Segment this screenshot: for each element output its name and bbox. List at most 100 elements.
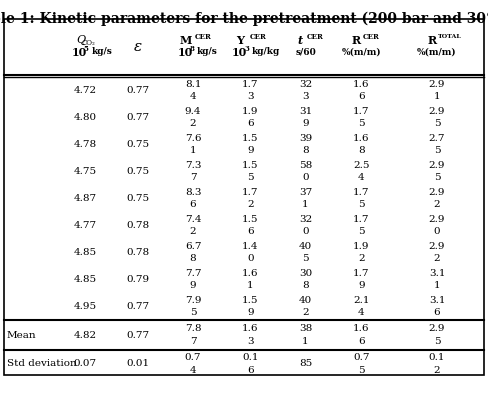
Text: 0: 0 (302, 173, 309, 182)
Text: 3.1: 3.1 (429, 269, 445, 278)
Text: 8.1: 8.1 (185, 80, 201, 89)
Text: 7.4: 7.4 (185, 215, 201, 224)
Text: 1: 1 (302, 337, 309, 346)
Text: M: M (180, 35, 192, 46)
Text: 5: 5 (190, 308, 196, 317)
Text: 3: 3 (247, 92, 254, 101)
Text: 1.7: 1.7 (353, 215, 370, 224)
Text: 2.9: 2.9 (429, 324, 445, 333)
Text: kg/kg: kg/kg (251, 48, 280, 57)
Text: 1.7: 1.7 (353, 188, 370, 197)
Text: 6: 6 (434, 308, 440, 317)
Text: 10: 10 (177, 46, 193, 57)
Text: 1.7: 1.7 (353, 269, 370, 278)
Text: 9: 9 (247, 308, 254, 317)
Text: 2: 2 (247, 200, 254, 209)
Text: %(m/m): %(m/m) (342, 48, 381, 57)
Text: 8.3: 8.3 (185, 188, 201, 197)
Text: 1.5: 1.5 (242, 161, 259, 170)
Text: R: R (427, 35, 437, 46)
Text: 7.7: 7.7 (185, 269, 201, 278)
Text: 4.77: 4.77 (73, 221, 97, 230)
Text: 0: 0 (247, 254, 254, 263)
Text: 0.1: 0.1 (242, 353, 259, 362)
Text: 32: 32 (299, 80, 312, 89)
Text: 5: 5 (83, 45, 88, 53)
Text: 5: 5 (434, 173, 440, 182)
Text: 4: 4 (358, 173, 365, 182)
Text: 2.9: 2.9 (429, 215, 445, 224)
Text: 8: 8 (302, 281, 309, 290)
Text: 4.72: 4.72 (73, 86, 97, 95)
Text: 0.77: 0.77 (126, 331, 149, 340)
Text: 2.9: 2.9 (429, 242, 445, 251)
Text: 0.7: 0.7 (353, 353, 370, 362)
Text: s/60: s/60 (295, 48, 316, 57)
Text: 5: 5 (358, 119, 365, 128)
Text: 2.7: 2.7 (429, 134, 445, 143)
Text: 1.5: 1.5 (242, 296, 259, 305)
Text: 7.6: 7.6 (185, 134, 201, 143)
Text: 5: 5 (247, 173, 254, 182)
Text: R: R (352, 35, 361, 46)
Text: 5: 5 (358, 227, 365, 236)
Text: 0.78: 0.78 (126, 248, 149, 257)
Text: 2: 2 (434, 365, 440, 375)
Text: 0.77: 0.77 (126, 302, 149, 311)
Text: 1: 1 (434, 92, 440, 101)
Text: 6: 6 (190, 200, 196, 209)
Text: 1.6: 1.6 (242, 324, 259, 333)
Text: 1.6: 1.6 (353, 134, 370, 143)
Text: 2: 2 (358, 254, 365, 263)
Text: CER: CER (363, 33, 379, 41)
Text: 0: 0 (302, 227, 309, 236)
Text: 5: 5 (358, 200, 365, 209)
Text: 3.1: 3.1 (429, 296, 445, 305)
Text: %(m/m): %(m/m) (417, 48, 457, 57)
Text: Q: Q (77, 35, 85, 45)
Text: TOTAL: TOTAL (438, 35, 462, 40)
Text: 7.9: 7.9 (185, 296, 201, 305)
Text: t: t (298, 35, 303, 46)
Text: 1.6: 1.6 (353, 324, 370, 333)
Text: CER: CER (306, 33, 324, 41)
Text: 9.4: 9.4 (185, 107, 201, 116)
Text: 38: 38 (299, 324, 312, 333)
Text: 2: 2 (434, 254, 440, 263)
Text: 5: 5 (434, 146, 440, 155)
Text: 6: 6 (247, 119, 254, 128)
Text: 0.1: 0.1 (429, 353, 445, 362)
Text: 0.79: 0.79 (126, 275, 149, 284)
Text: Y: Y (237, 35, 244, 46)
Text: Std deviation: Std deviation (7, 360, 77, 369)
Text: 8: 8 (189, 45, 194, 53)
Text: 2: 2 (190, 119, 196, 128)
Text: 7.3: 7.3 (185, 161, 201, 170)
Text: 3: 3 (302, 92, 309, 101)
Text: 1.7: 1.7 (353, 107, 370, 116)
Text: 31: 31 (299, 107, 312, 116)
Text: 1.7: 1.7 (242, 188, 259, 197)
Text: 0.78: 0.78 (126, 221, 149, 230)
Text: 30: 30 (299, 269, 312, 278)
Text: 9: 9 (358, 281, 365, 290)
Text: 0.77: 0.77 (126, 86, 149, 95)
Text: 1.4: 1.4 (242, 242, 259, 251)
Text: 4.78: 4.78 (73, 140, 97, 149)
Text: 85: 85 (299, 360, 312, 369)
Text: 0.7: 0.7 (185, 353, 201, 362)
Text: 4.82: 4.82 (73, 331, 97, 340)
Text: 4.85: 4.85 (73, 275, 97, 284)
Text: 4.85: 4.85 (73, 248, 97, 257)
Text: 4: 4 (358, 308, 365, 317)
Text: 1.6: 1.6 (242, 269, 259, 278)
Text: 0.77: 0.77 (126, 113, 149, 122)
Text: 1: 1 (247, 281, 254, 290)
Text: 1.9: 1.9 (353, 242, 370, 251)
Text: 7: 7 (190, 337, 196, 346)
Text: 9: 9 (302, 119, 309, 128)
Text: 2: 2 (302, 308, 309, 317)
Text: 9: 9 (247, 146, 254, 155)
Text: CER: CER (249, 33, 266, 41)
Text: 2.9: 2.9 (429, 107, 445, 116)
